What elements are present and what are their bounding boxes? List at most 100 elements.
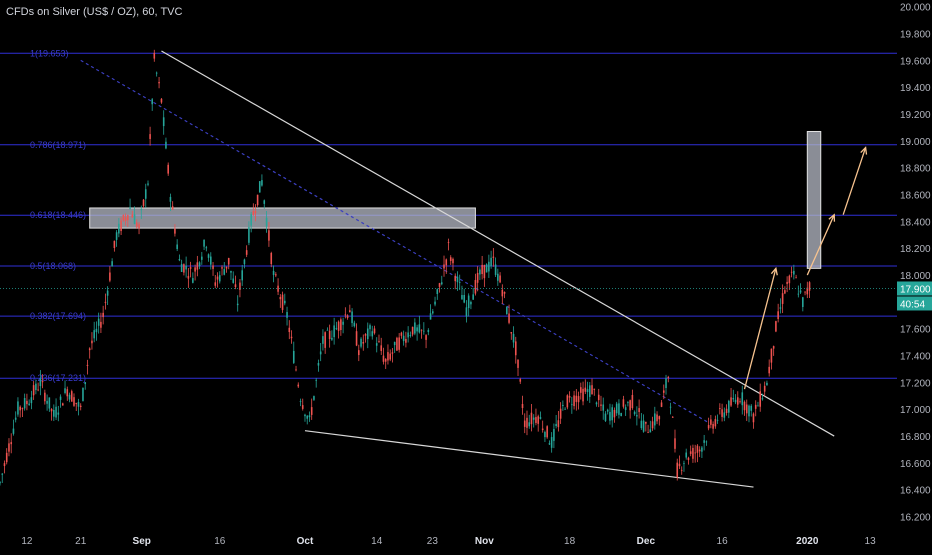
- candle-body: [707, 425, 710, 429]
- candle-body: [160, 98, 163, 103]
- candle-body: [151, 99, 153, 105]
- candle-body: [109, 272, 111, 281]
- candle-body: [683, 463, 685, 465]
- candle-body: [360, 338, 362, 347]
- candle-body: [775, 321, 777, 332]
- candle-body: [167, 164, 169, 174]
- candle-body: [283, 300, 286, 304]
- candle-body: [465, 307, 468, 317]
- candle-body: [396, 337, 398, 351]
- candle-body: [703, 440, 705, 443]
- candle-body: [689, 451, 692, 454]
- candle-body: [745, 404, 748, 414]
- candle-body: [633, 411, 636, 415]
- candle-body: [317, 362, 320, 366]
- candle-body: [73, 397, 75, 406]
- candle-body: [674, 438, 676, 449]
- candle-body: [26, 400, 28, 405]
- candle-body: [393, 341, 396, 346]
- candle-body: [770, 348, 773, 363]
- candle-body: [205, 247, 208, 249]
- candle-body: [281, 294, 284, 310]
- candle-body: [373, 328, 376, 334]
- candle-body: [340, 319, 342, 331]
- candle-body: [122, 215, 125, 221]
- candle-body: [120, 220, 122, 232]
- candle-body: [452, 258, 454, 264]
- candle-body: [100, 321, 102, 328]
- candle-body: [526, 417, 528, 428]
- candle-body: [227, 258, 230, 265]
- candle-body: [140, 209, 143, 211]
- candle-body: [795, 277, 797, 279]
- candle-body: [418, 324, 421, 333]
- candle-body: [743, 401, 746, 411]
- candle-body: [353, 322, 356, 327]
- time-tick-label: 13: [865, 536, 877, 547]
- candle-body: [104, 301, 107, 303]
- candle-body: [178, 259, 181, 261]
- price-zone: [806, 130, 822, 269]
- candle-body: [115, 232, 118, 240]
- candle-body: [779, 307, 782, 309]
- candle-body: [734, 399, 737, 403]
- candle-body: [546, 426, 548, 438]
- candle-body: [1, 473, 4, 475]
- candle-body: [660, 402, 663, 407]
- candle-body: [627, 402, 629, 404]
- candle-body: [88, 348, 91, 351]
- price-tick-label: 16.800: [900, 432, 931, 443]
- candle-body: [384, 358, 387, 362]
- candle-body: [692, 447, 694, 459]
- candle-body: [232, 278, 235, 283]
- candle-body: [23, 398, 26, 409]
- candle-body: [575, 395, 578, 402]
- candle-body: [30, 397, 33, 404]
- fib-level-label: 0.236(17.231): [30, 373, 86, 383]
- candle-body: [37, 389, 39, 391]
- time-tick-label: 16: [717, 536, 729, 547]
- time-tick-label: 21: [75, 536, 87, 547]
- candle-body: [680, 469, 683, 471]
- candle-body: [696, 445, 699, 453]
- candle-body: [514, 341, 517, 356]
- candle-body: [183, 264, 185, 273]
- price-tick-label: 20.000: [900, 3, 931, 14]
- candle-body: [310, 407, 313, 415]
- candle-body: [113, 240, 116, 248]
- candle-body: [214, 282, 217, 286]
- candle-body: [95, 328, 98, 333]
- candle-body: [158, 81, 160, 84]
- candle-body: [642, 420, 645, 432]
- candle-body: [638, 408, 640, 412]
- candle-body: [375, 343, 378, 346]
- time-tick-label: 18: [564, 536, 576, 547]
- candle-body: [420, 329, 423, 331]
- candle-body: [315, 379, 317, 381]
- candle-body: [265, 217, 268, 227]
- candle-body: [512, 333, 515, 343]
- candle-body: [602, 404, 605, 411]
- candle-body: [77, 402, 80, 407]
- candle-body: [521, 404, 524, 409]
- candle-body: [64, 388, 66, 393]
- candle-body: [573, 395, 575, 407]
- candle-body: [423, 330, 425, 332]
- fib-level-label: 0.5(18.068): [30, 261, 76, 271]
- candle-body: [304, 414, 306, 417]
- candle-body: [12, 428, 15, 434]
- candle-body: [82, 388, 84, 401]
- candle-body: [492, 256, 495, 258]
- candle-body: [405, 338, 407, 343]
- candle-body: [97, 318, 100, 326]
- price-tick-label: 17.400: [900, 352, 931, 363]
- candle-body: [568, 395, 571, 398]
- candle-body: [53, 409, 55, 417]
- candle-body: [209, 256, 212, 265]
- candle-body: [258, 181, 261, 193]
- candle-body: [640, 420, 643, 429]
- price-tick-label: 17.600: [900, 325, 931, 336]
- candle-body: [35, 383, 37, 391]
